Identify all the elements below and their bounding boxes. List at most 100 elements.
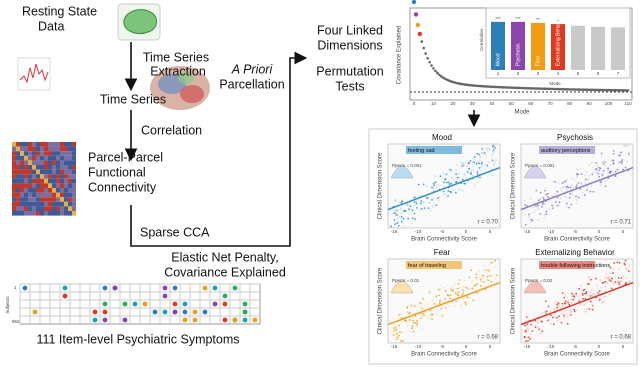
scatter-point [479,278,482,281]
matrix-cell [64,197,68,202]
scatter-point [397,213,400,216]
scatter-point [412,319,415,322]
matrix-cell [12,169,16,175]
matrix-cell [64,169,68,175]
scree-point [583,88,587,91]
grid-dot [232,317,238,323]
scatter-point [575,174,578,177]
x-tick-label: 0 [598,344,601,349]
scree-point [434,69,437,73]
scatter-point [544,300,547,303]
scatter-point [564,300,567,303]
matrix-cell [44,178,48,184]
matrix-cell [64,151,68,156]
scatter-point [471,287,474,290]
scatter-point [398,216,401,218]
x-tick-label: 5 [622,229,625,234]
scatter-point [531,206,534,209]
grid-dot [172,285,178,291]
scatter-point [449,190,452,193]
scree-point [517,86,521,90]
scatter-point [533,211,536,213]
x-tick-label: 40 [489,101,495,106]
scatter-point [479,276,481,279]
scatter-point [605,276,608,279]
matrix-cell [32,174,36,179]
scatter-point [484,164,487,167]
scatter-point [563,314,566,317]
scree-point [552,87,556,91]
scatter-point [392,329,395,332]
matrix-cell [72,146,76,152]
matrix-cell [16,155,20,161]
scatter-point [560,321,563,324]
grid-dot [122,317,128,323]
matrix-cell [52,197,56,202]
x-axis-label: Brain Connectivity Score [411,352,477,358]
scree-point [593,88,597,92]
matrix-cell [72,211,76,216]
matrix-cell [52,206,56,211]
scree-point [611,88,614,92]
matrix-cell [40,174,44,179]
scree-point [480,84,484,88]
scatter-point [450,170,453,173]
matrix-cell [24,211,28,216]
scatter-point [452,287,455,290]
scatter-point [547,196,549,199]
scatter-point [419,201,422,203]
scatter-point [452,178,455,181]
scatter-point [583,304,586,306]
scatter-point [462,285,465,288]
scatter-point [397,331,400,334]
matrix-cell [52,201,56,207]
matrix-cell [20,155,24,161]
scatter-point [586,293,589,296]
bar [491,21,505,70]
scree-point [511,86,515,90]
scatter-point [552,323,555,326]
step-label: Parcel-Parcel [88,150,163,164]
matrix-cell [68,146,72,152]
scatter-point [598,300,601,302]
scatter-point [601,301,604,304]
scatter-point [608,293,611,296]
scree-point [529,87,533,90]
matrix-cell [28,201,32,207]
axis-label: Covariance Explained [397,26,403,84]
r-value: r = 0.70 [477,220,498,226]
axis-label: Mode [514,110,530,116]
scree-point [415,22,421,28]
scatter-point [441,314,444,317]
scatter-point [620,280,623,283]
scree-point [574,88,577,91]
matrix-cell [36,174,40,179]
matrix-cell [72,201,76,207]
grid-dot [172,301,178,307]
scatter-point [487,279,490,282]
matrix-cell [44,206,48,211]
scatter-point [561,302,564,305]
scatter-point [596,169,599,172]
scatter-point [566,322,569,325]
scatter-point [395,209,398,211]
scatter-point [470,171,473,173]
scatter-point [617,276,620,279]
scatter-point [472,285,475,288]
y-axis-label: Clinical Dimension Score [511,267,517,334]
scatter-point [552,206,554,209]
step-label: Dimensions [317,38,382,52]
matrix-cell [56,197,60,202]
scatter-point [595,162,598,164]
scatter-point [398,334,400,337]
scatter-point [428,201,431,204]
scatter-point [624,144,627,147]
scatter-point [454,305,456,308]
scatter-point [552,315,555,318]
scatter-point [555,316,558,319]
matrix-cell [36,142,40,147]
matrix-cell [56,178,60,184]
matrix-cell [32,165,36,170]
matrix-cell [52,165,56,170]
bar-name: Externalizing Behavior [555,16,561,66]
